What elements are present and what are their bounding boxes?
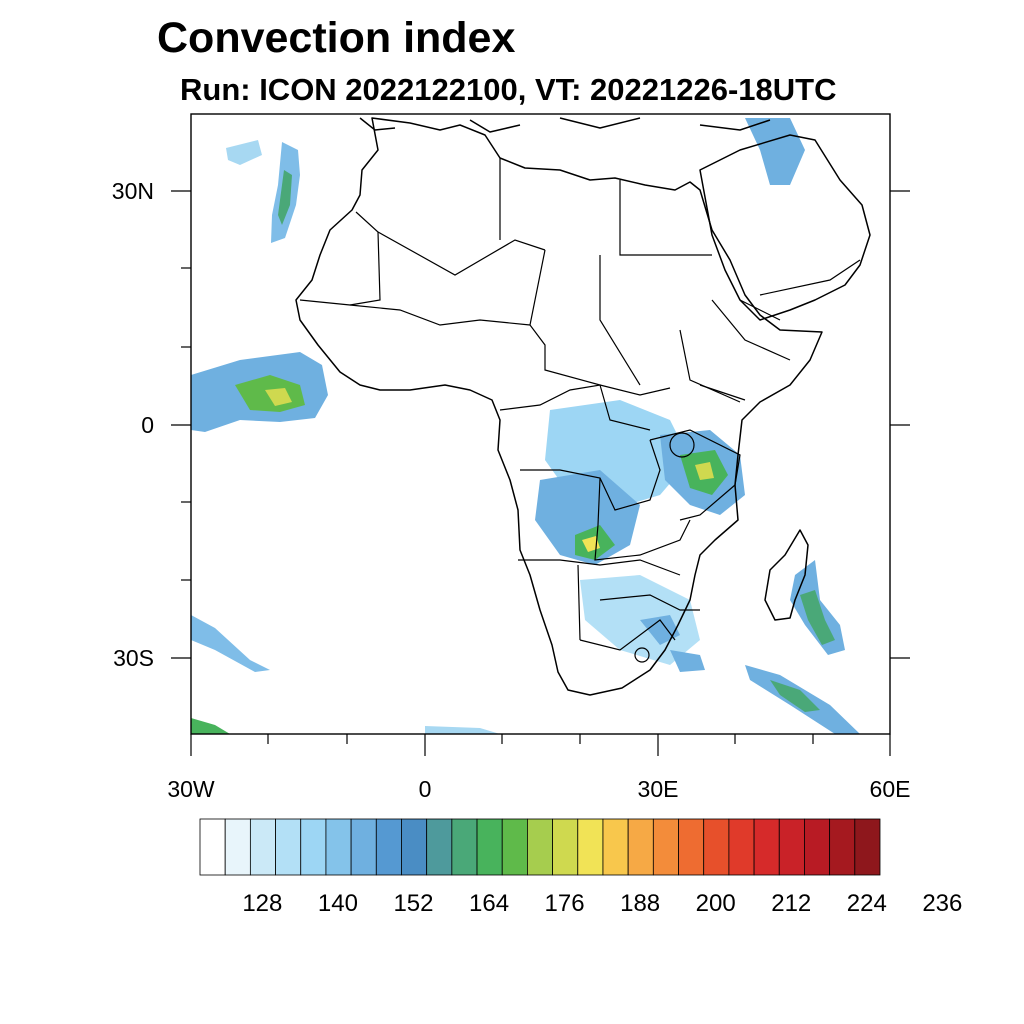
convection-shading — [191, 118, 860, 734]
colorbar-tick-label: 236 — [922, 890, 963, 917]
colorbar-box — [703, 818, 730, 876]
colorbar-box — [829, 818, 856, 876]
shading-south-africa-coast — [670, 650, 705, 672]
shading-southern-africa-core — [640, 615, 680, 645]
colorbar-box — [678, 818, 705, 876]
border-south-1 — [518, 559, 681, 576]
colorbar-box — [426, 818, 453, 876]
border-south-3 — [579, 619, 676, 651]
colorbar-box — [652, 818, 679, 876]
lake-victoria — [669, 432, 695, 458]
x-tick-label-30w: 30W — [167, 776, 215, 802]
colorbar-box — [451, 818, 478, 876]
tick-marks — [171, 190, 910, 756]
border-south-2 — [577, 564, 700, 641]
country-borders — [299, 158, 861, 663]
shading-equatorial-atlantic-peak — [265, 388, 292, 406]
africa-coastline — [295, 117, 823, 696]
arabia-coastline — [699, 134, 871, 321]
madagascar-coastline — [764, 529, 809, 621]
map-area — [191, 117, 871, 734]
colorbar-box — [401, 818, 428, 876]
colorbar — [199, 818, 881, 876]
x-tick-label-0: 0 — [418, 776, 432, 802]
border-horn — [699, 299, 791, 401]
colorbar-box — [224, 818, 251, 876]
colorbar-tick-label: 212 — [771, 890, 812, 917]
border-sahel-2 — [529, 249, 671, 396]
colorbar-box — [350, 818, 377, 876]
colorbar-box — [199, 818, 226, 876]
lesotho — [634, 647, 650, 663]
colorbar-box — [325, 818, 352, 876]
border-north-3 — [499, 158, 712, 256]
shading-central-africa-2 — [535, 470, 640, 565]
border-north-1 — [349, 211, 381, 306]
colorbar-box — [249, 818, 276, 876]
x-tick-label-60e: 60E — [869, 776, 911, 802]
colorbar-box — [854, 818, 881, 876]
colorbar-box — [804, 818, 831, 876]
border-arabia — [739, 259, 861, 321]
colorbar-tick-label: 200 — [695, 890, 736, 917]
coastlines — [295, 117, 871, 696]
colorbar-box — [476, 818, 503, 876]
shading-east-africa-peak — [695, 462, 714, 480]
shading-north-atlantic-2 — [226, 140, 262, 165]
y-tick-label-30n: 30N — [111, 178, 154, 204]
colorbar-box — [275, 818, 302, 876]
y-tick-label-0: 0 — [141, 412, 154, 438]
border-east-1 — [649, 429, 741, 521]
border-central-2 — [520, 439, 661, 511]
colorbar-box — [753, 818, 780, 876]
colorbar-box — [778, 818, 805, 876]
shading-south-atlantic — [191, 615, 270, 672]
shading-south-atlantic-3 — [425, 726, 500, 734]
colorbar-box — [527, 818, 553, 876]
colorbar-tick-label: 176 — [544, 890, 585, 917]
shading-north-atlantic-core — [278, 170, 292, 225]
shading-south-atlantic-2 — [191, 718, 230, 734]
colorbar-box — [375, 818, 402, 876]
colorbar-tick-label: 140 — [317, 890, 358, 917]
chart-title: Convection index — [157, 14, 516, 62]
colorbar-box — [577, 818, 604, 876]
colorbar-box — [602, 818, 629, 876]
colorbar-box — [552, 818, 579, 876]
border-sahel-3 — [599, 255, 741, 403]
border-central-1 — [499, 384, 651, 431]
colorbar-box — [627, 818, 654, 876]
colorbar-tick-label: 188 — [620, 890, 661, 917]
border-central-3 — [594, 477, 691, 561]
colorbar-tick-label: 152 — [393, 890, 434, 917]
colorbar-tick-label: 224 — [846, 890, 887, 917]
chart-subtitle: Run: ICON 2022122100, VT: 20221226-18UTC — [180, 72, 837, 107]
colorbar-box — [300, 818, 327, 876]
colorbar-tick-label: 164 — [469, 890, 510, 917]
europe-coastline — [359, 117, 771, 133]
shading-middle-east — [745, 118, 805, 185]
y-tick-label-30s: 30S — [113, 645, 154, 671]
colorbar-box — [501, 818, 528, 876]
border-north-2 — [377, 231, 546, 276]
map-frame — [190, 113, 891, 735]
border-sahel-1 — [299, 299, 531, 326]
x-tick-label-30e: 30E — [637, 776, 679, 802]
colorbar-box — [728, 818, 755, 876]
colorbar-tick-label: 128 — [242, 890, 283, 917]
shading-indian-ocean-band-core — [770, 680, 820, 712]
shading-madagascar-core — [800, 590, 835, 645]
